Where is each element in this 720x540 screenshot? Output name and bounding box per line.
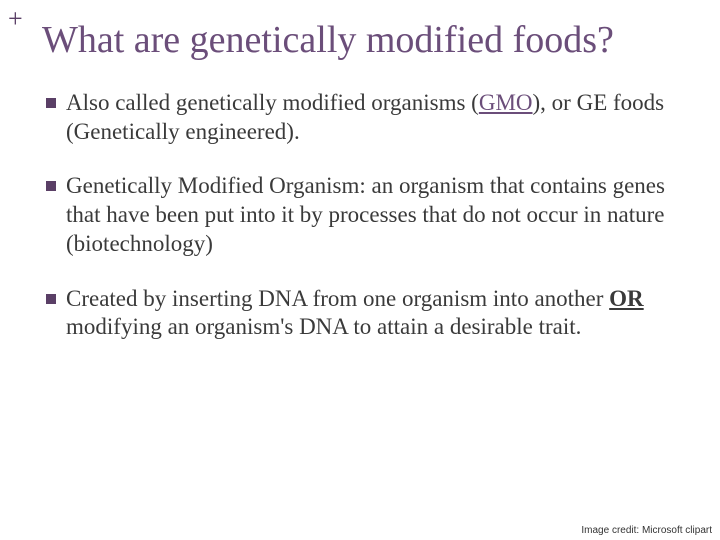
bullet-text: Genetically Modified Organism: an organi… [66,173,665,256]
list-item: Genetically Modified Organism: an organi… [46,172,686,258]
plus-decorator: + [8,6,23,32]
gmo-link[interactable]: GMO [479,90,533,115]
or-emphasis: OR [609,286,644,311]
bullet-text-pre: Also called genetically modified organis… [66,90,479,115]
bullet-list: Also called genetically modified organis… [42,89,686,342]
list-item: Created by inserting DNA from one organi… [46,285,686,343]
list-item: Also called genetically modified organis… [46,89,686,147]
slide-body: What are genetically modified foods? Als… [0,0,720,342]
image-credit: Image credit: Microsoft clipart [581,525,712,536]
bullet-text-pre: Created by inserting DNA from one organi… [66,286,609,311]
bullet-text-post: modifying an organism's DNA to attain a … [66,314,581,339]
slide-title: What are genetically modified foods? [42,18,686,63]
